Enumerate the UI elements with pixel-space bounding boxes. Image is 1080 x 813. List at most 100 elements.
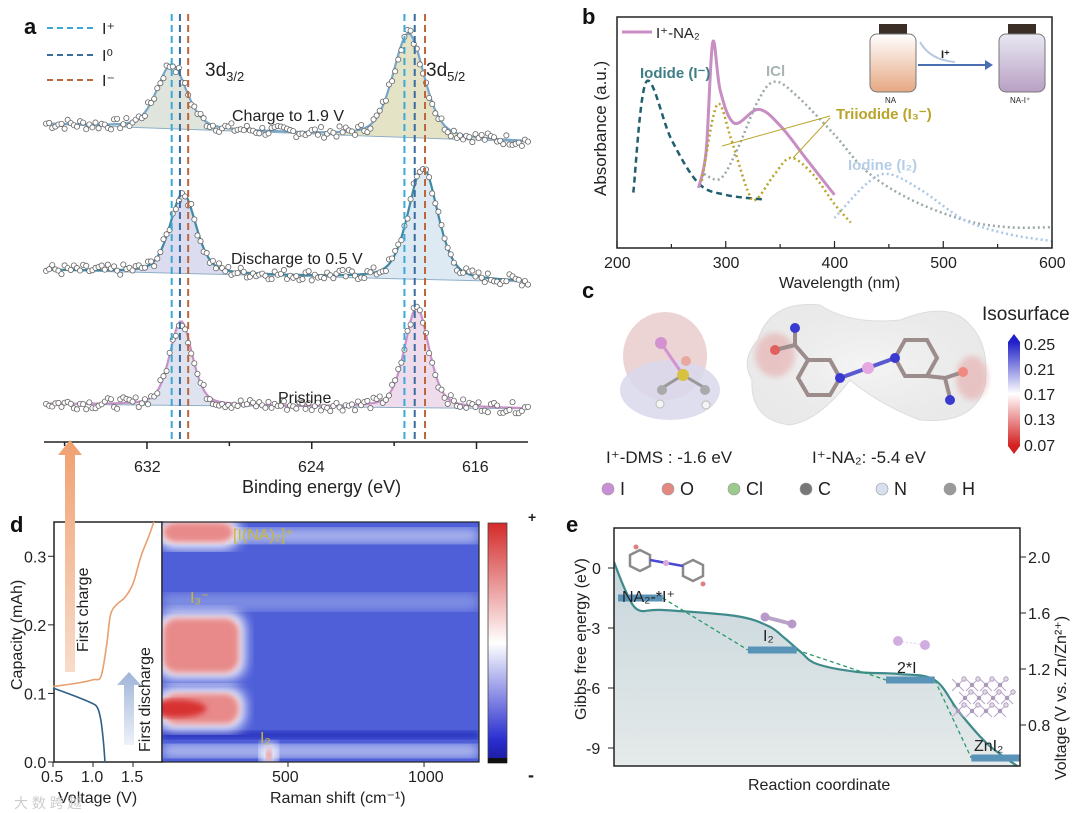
data-point (148, 258, 155, 265)
data-point (188, 350, 195, 357)
energy-level-bar (886, 676, 935, 684)
x-tick-label: 624 (298, 459, 325, 476)
data-point (435, 208, 442, 215)
data-point (426, 174, 433, 181)
y-axis-title: Gibbs free energy (eV) (573, 558, 590, 720)
data-point (416, 307, 423, 314)
xps-chart (43, 14, 532, 449)
peak-fill (80, 193, 284, 276)
data-point (484, 270, 491, 277)
data-point (268, 276, 275, 283)
atom-legend-label: H (962, 479, 975, 499)
data-point (280, 398, 287, 405)
atom-swatch-icon (875, 482, 889, 496)
spectrum-line (703, 80, 1053, 229)
data-point (157, 249, 164, 256)
atom-s (677, 369, 689, 381)
data-point (351, 407, 358, 414)
y-tick-label: -6 (586, 681, 600, 698)
data-point (92, 119, 99, 126)
data-point (228, 120, 235, 127)
lattice-atom (961, 702, 967, 708)
data-point (392, 68, 399, 75)
x-axis-title: Reaction coordinate (748, 777, 890, 794)
vial-na (869, 33, 917, 93)
data-point (460, 396, 467, 403)
lattice-atom (1003, 702, 1009, 708)
label-iodide: Iodide (I⁻) (640, 65, 710, 82)
y-tick-label: -3 (586, 621, 600, 638)
data-point (120, 121, 127, 128)
data-point (265, 398, 272, 405)
lattice-atom (1004, 695, 1010, 701)
legend-label-izero: I⁰ (102, 48, 113, 65)
data-point (339, 129, 346, 136)
data-point (518, 142, 525, 149)
feature-label-i2: I₂ (260, 730, 271, 747)
lattice-atom (968, 689, 974, 695)
binding-energy-dms: I⁺-DMS : -1.6 eV (606, 448, 733, 467)
lattice-atom (1010, 689, 1016, 695)
arrow-label: I⁺ (941, 49, 950, 61)
data-point (447, 392, 454, 399)
xps-legend: I⁺ I⁰ I⁻ (47, 21, 115, 90)
atom-c (700, 385, 710, 395)
x-tick-label: 1.5 (121, 769, 143, 786)
series-label-charge: Charge to 1.9 V (232, 108, 344, 125)
atom-h (655, 399, 665, 409)
y-tick-label: 0.3 (24, 549, 46, 566)
data-point (481, 136, 488, 143)
data-point (114, 115, 121, 122)
data-point (89, 124, 96, 131)
y-tick-label: 0.0 (24, 755, 46, 772)
data-point (222, 268, 229, 275)
data-point (141, 112, 148, 119)
data-point (475, 399, 482, 406)
data-point (525, 281, 532, 288)
legend-label-iminus: I⁻ (102, 73, 115, 90)
data-point (398, 47, 405, 54)
data-point (416, 61, 423, 68)
panel-c-label: c (582, 278, 594, 303)
data-point (494, 402, 501, 409)
data-point (463, 404, 470, 411)
peak-label-3d52: 3d5/2 (426, 60, 465, 84)
peak-label-main: 3d (426, 60, 447, 81)
x-axis-title: Binding energy (eV) (242, 477, 401, 497)
colorbar-min-label: - (528, 765, 534, 785)
data-point (376, 393, 383, 400)
first-charge-arrow-icon (58, 440, 82, 672)
lattice-atom (983, 708, 989, 714)
label-icl: ICl (766, 63, 785, 80)
atom-legend-label: N (894, 479, 907, 499)
data-point (518, 408, 525, 415)
voltage-curve (52, 687, 106, 763)
data-point (302, 405, 309, 412)
data-point (367, 405, 374, 412)
data-point (392, 247, 399, 254)
bond (659, 342, 685, 376)
x-tick-label: 616 (462, 459, 489, 476)
pointer-arrow (721, 115, 831, 147)
data-point (395, 241, 402, 248)
data-point (256, 130, 263, 137)
plot-frame (613, 527, 1021, 767)
data-point (481, 279, 488, 286)
feature-label-ina2: [I(NA)₂]⁺ (233, 527, 294, 544)
vial-cap (1008, 24, 1036, 34)
x-tick-label: 500 (930, 255, 957, 272)
curve-fill (614, 562, 1018, 766)
data-point (404, 327, 411, 334)
lattice-atom (955, 682, 961, 688)
data-point (478, 274, 485, 281)
data-point (290, 128, 297, 135)
x-tick-label: 1000 (408, 769, 444, 786)
panel-a-label: a (24, 14, 37, 39)
panel-b-label: b (582, 4, 595, 29)
esp-negative-region (956, 356, 988, 400)
data-point (447, 251, 454, 258)
label-triiodide: Triiodide (I₃⁻) (836, 106, 932, 123)
atom-swatch-icon (727, 482, 741, 496)
level-label: 2*I (897, 660, 917, 677)
x-tick-label: 1.0 (81, 769, 103, 786)
